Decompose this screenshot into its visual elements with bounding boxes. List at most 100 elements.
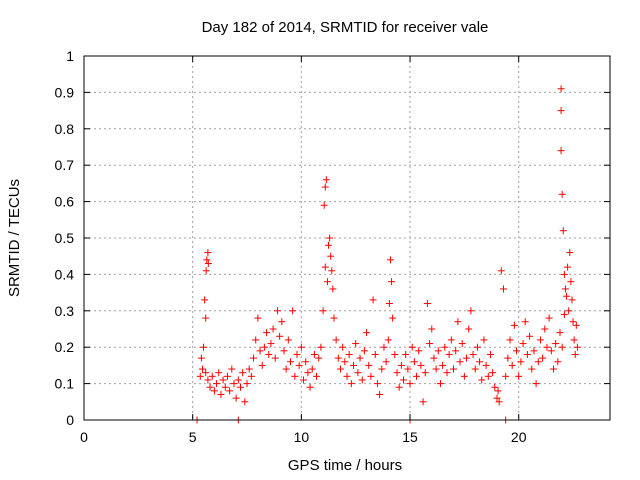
data-point <box>371 350 379 358</box>
data-point <box>570 336 578 344</box>
data-point <box>358 376 366 384</box>
data-point <box>263 329 271 337</box>
data-point <box>426 340 434 348</box>
data-point <box>486 350 494 358</box>
data-point <box>328 267 336 275</box>
data-point <box>408 343 416 351</box>
data-point <box>423 300 431 308</box>
data-point <box>560 310 568 318</box>
data-point <box>325 241 333 249</box>
y-tick-label: 0.5 <box>55 230 75 246</box>
data-point <box>458 340 466 348</box>
data-point <box>267 340 275 348</box>
data-point <box>204 259 212 267</box>
data-point <box>323 278 331 286</box>
data-point <box>521 318 529 326</box>
data-point <box>430 354 438 362</box>
data-point <box>243 380 251 388</box>
data-point <box>273 307 281 315</box>
data-point <box>313 372 321 380</box>
data-point <box>319 307 327 315</box>
data-point <box>217 391 225 399</box>
grid-lines <box>84 56 610 420</box>
data-point <box>336 365 344 373</box>
data-point <box>572 321 580 329</box>
data-point <box>395 383 403 391</box>
data-point <box>293 350 301 358</box>
x-tick-labels: 0 5 10 15 20 <box>80 429 527 445</box>
data-point <box>439 361 447 369</box>
data-point <box>203 256 211 264</box>
data-point <box>393 369 401 377</box>
data-point <box>413 372 421 380</box>
data-point <box>523 350 531 358</box>
data-point <box>558 343 566 351</box>
data-point <box>320 201 328 209</box>
data-point <box>515 372 523 380</box>
data-point <box>441 343 449 351</box>
data-point <box>471 365 479 373</box>
data-point <box>202 314 210 322</box>
data-point <box>519 340 527 348</box>
data-point <box>343 372 351 380</box>
data-point <box>530 347 538 355</box>
data-point <box>234 376 242 384</box>
data-point <box>289 307 297 315</box>
data-point <box>491 383 499 391</box>
data-point <box>482 361 490 369</box>
data-point <box>569 318 577 326</box>
data-point <box>226 387 234 395</box>
data-point <box>573 343 581 351</box>
data-point <box>389 314 397 322</box>
data-point <box>456 358 464 366</box>
data-point <box>428 325 436 333</box>
data-point <box>400 376 408 384</box>
x-axis-title: GPS time / hours <box>288 457 402 474</box>
data-point <box>284 336 292 344</box>
data-point <box>463 354 471 362</box>
data-point <box>454 318 462 326</box>
data-point <box>258 361 266 369</box>
data-point <box>476 358 484 366</box>
data-point <box>341 358 349 366</box>
data-point <box>421 369 429 377</box>
data-point <box>330 314 338 322</box>
data-point <box>404 365 412 373</box>
data-point <box>571 350 579 358</box>
data-point <box>526 332 534 340</box>
data-point <box>556 329 564 337</box>
data-point <box>219 376 227 384</box>
data-point <box>297 343 305 351</box>
y-tick-label: 0.2 <box>55 339 75 355</box>
data-point <box>406 380 414 388</box>
data-point <box>513 347 521 355</box>
data-point <box>378 365 386 373</box>
data-point <box>508 361 516 369</box>
axis-ticks <box>83 55 610 421</box>
data-point <box>504 354 512 362</box>
y-tick-label: 0.1 <box>55 376 75 392</box>
data-point <box>308 365 316 373</box>
data-point <box>502 372 510 380</box>
data-point <box>450 365 458 373</box>
data-point <box>557 147 565 155</box>
data-point <box>543 343 551 351</box>
x-tick-label: 0 <box>80 429 88 445</box>
y-tick-label: 0.4 <box>55 266 75 282</box>
x-tick-label: 20 <box>511 429 527 445</box>
data-point <box>419 398 427 406</box>
data-point <box>484 372 492 380</box>
data-point <box>547 347 555 355</box>
data-point <box>201 296 209 304</box>
data-point <box>443 369 451 377</box>
data-point <box>247 372 255 380</box>
data-point <box>363 329 371 337</box>
data-point <box>213 380 221 388</box>
data-point <box>223 372 231 380</box>
data-point <box>315 354 323 362</box>
data-point <box>269 325 277 333</box>
data-point <box>210 387 218 395</box>
data-point <box>510 321 518 329</box>
y-tick-label: 1 <box>66 48 74 64</box>
data-point <box>410 358 418 366</box>
